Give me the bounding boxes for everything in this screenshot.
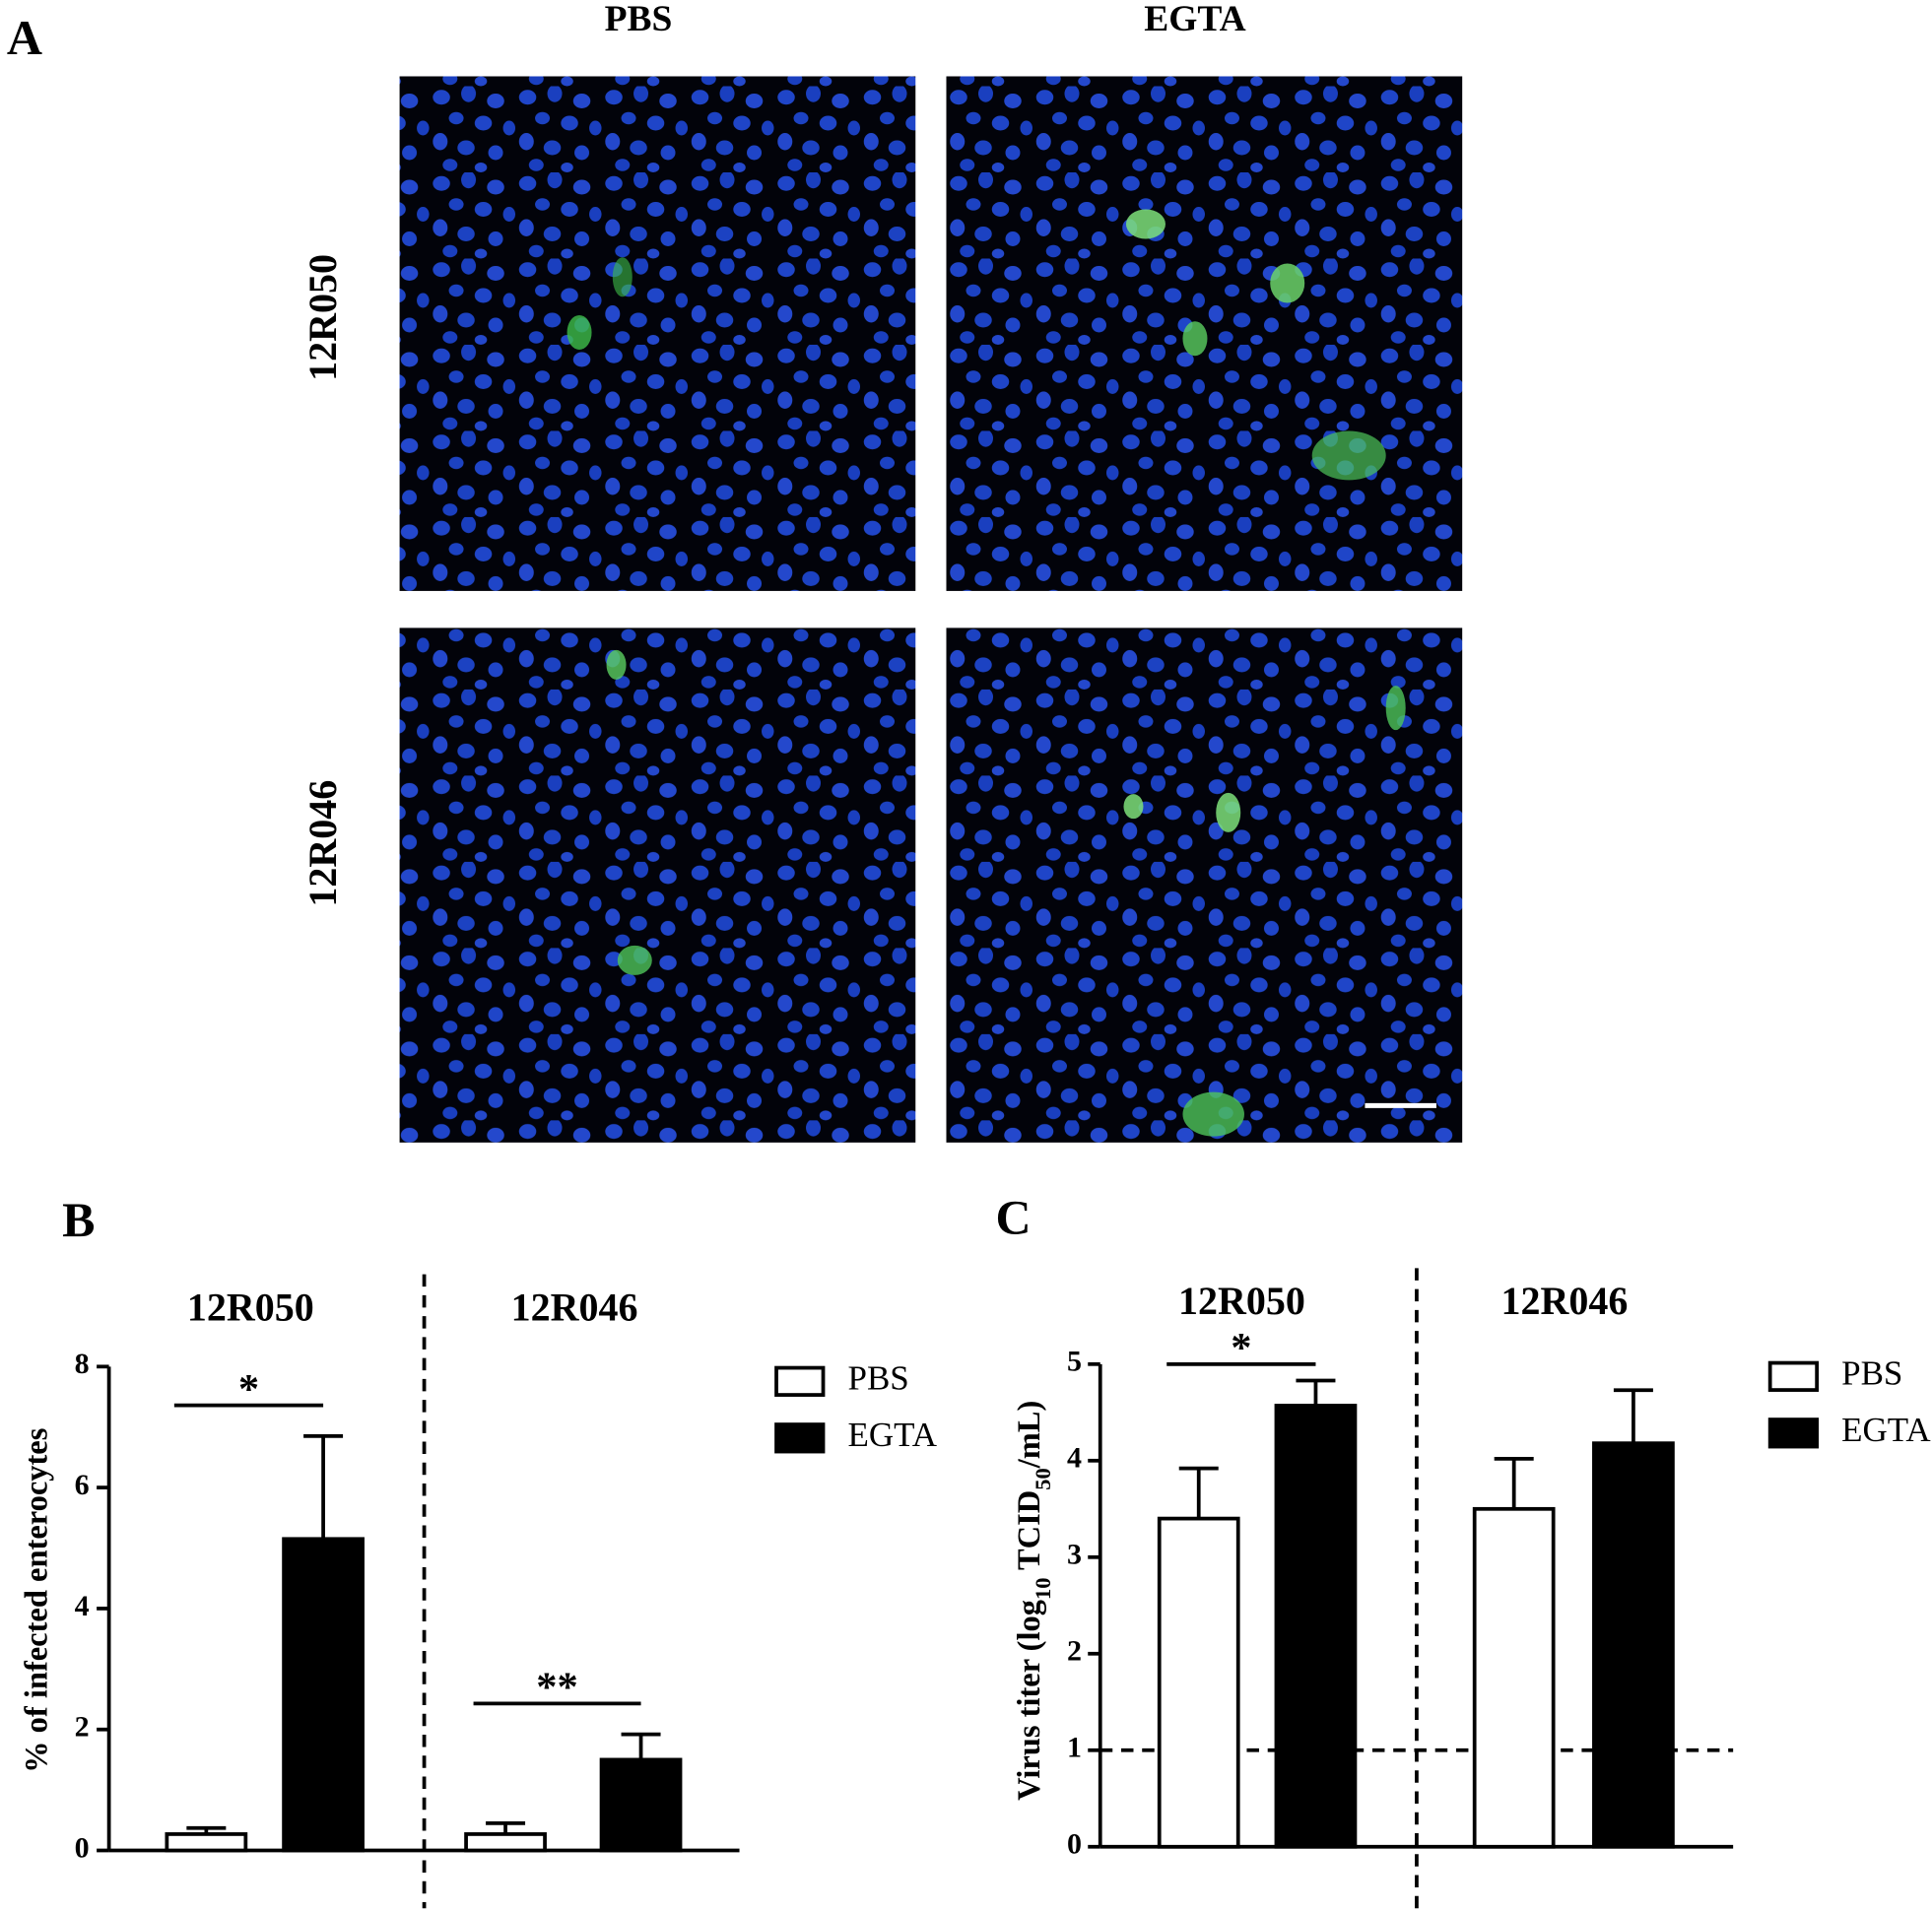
legend-swatch xyxy=(774,1422,826,1454)
y-tick-label: 8 xyxy=(75,1348,90,1380)
bar xyxy=(165,1832,248,1853)
y-axis-label-part: TCID xyxy=(1012,1490,1047,1578)
group-label: 12R050 xyxy=(1178,1279,1305,1323)
row-label: 12R050 xyxy=(300,254,345,381)
bar xyxy=(1472,1506,1556,1849)
legend-label: EGTA xyxy=(1841,1411,1931,1449)
y-tick-label: 0 xyxy=(1067,1828,1082,1861)
infected-cell xyxy=(1216,792,1241,832)
group-label: 12R046 xyxy=(1501,1279,1629,1323)
column-label: EGTA xyxy=(1144,0,1245,39)
micrograph xyxy=(946,627,1463,1143)
infected-cell xyxy=(1311,430,1386,481)
row-label: 12R046 xyxy=(300,780,345,907)
y-axis-label-part: /mL) xyxy=(1012,1401,1047,1470)
y-tick-label: 2 xyxy=(1067,1635,1082,1668)
infected-cell xyxy=(617,945,652,975)
legend-label: PBS xyxy=(848,1358,909,1397)
y-axis-label-part: % of infected enterocytes xyxy=(20,1428,55,1773)
y-tick-label: 1 xyxy=(1067,1732,1082,1764)
legend-label: EGTA xyxy=(848,1416,938,1454)
y-tick-label: 5 xyxy=(1067,1346,1082,1378)
group-label: 12R050 xyxy=(187,1285,314,1329)
significance-label: * xyxy=(238,1366,259,1413)
y-axis-label: Virus titer (log10 TCID50/mL) xyxy=(1012,1401,1054,1801)
infected-cell xyxy=(1385,686,1406,731)
y-axis-label-part: 10 xyxy=(1031,1578,1055,1600)
panel-label: C xyxy=(995,1190,1031,1245)
legend-swatch xyxy=(774,1365,826,1397)
infected-cell xyxy=(1182,321,1208,357)
infected-cell xyxy=(612,257,633,297)
legend-swatch xyxy=(1767,1418,1820,1449)
bar xyxy=(1592,1441,1675,1849)
infected-cell xyxy=(1125,209,1166,239)
panel-label: B xyxy=(62,1192,95,1247)
infected-cell xyxy=(566,314,592,350)
legend-label: PBS xyxy=(1841,1353,1902,1392)
infected-cell xyxy=(1182,1091,1244,1137)
y-tick-label: 4 xyxy=(75,1590,90,1622)
y-tick-label: 3 xyxy=(1067,1539,1082,1571)
infected-cell xyxy=(1270,263,1305,303)
significance-label: * xyxy=(1231,1325,1251,1371)
bar xyxy=(1274,1404,1358,1849)
bar xyxy=(282,1537,365,1853)
micrographs xyxy=(399,76,1463,1143)
micrograph xyxy=(399,627,916,1143)
infected-cell xyxy=(606,649,627,680)
y-tick-label: 2 xyxy=(75,1711,90,1744)
y-axis-label: % of infected enterocytes xyxy=(20,1428,55,1773)
y-tick-label: 6 xyxy=(75,1469,90,1501)
bar xyxy=(599,1757,683,1853)
y-tick-label: 0 xyxy=(75,1831,90,1864)
column-label: PBS xyxy=(605,0,673,39)
panel-label: A xyxy=(7,10,42,65)
micrograph xyxy=(399,76,916,591)
y-axis-label-part: 50 xyxy=(1031,1468,1055,1489)
significance-label: ** xyxy=(536,1665,577,1711)
y-axis-label-part: Virus titer (log xyxy=(1012,1600,1047,1801)
legend-swatch xyxy=(1767,1360,1820,1392)
group-label: 12R046 xyxy=(511,1285,638,1329)
bar xyxy=(464,1832,547,1853)
infected-cell xyxy=(1123,794,1144,820)
y-tick-label: 4 xyxy=(1067,1442,1082,1475)
bar xyxy=(1157,1516,1240,1849)
